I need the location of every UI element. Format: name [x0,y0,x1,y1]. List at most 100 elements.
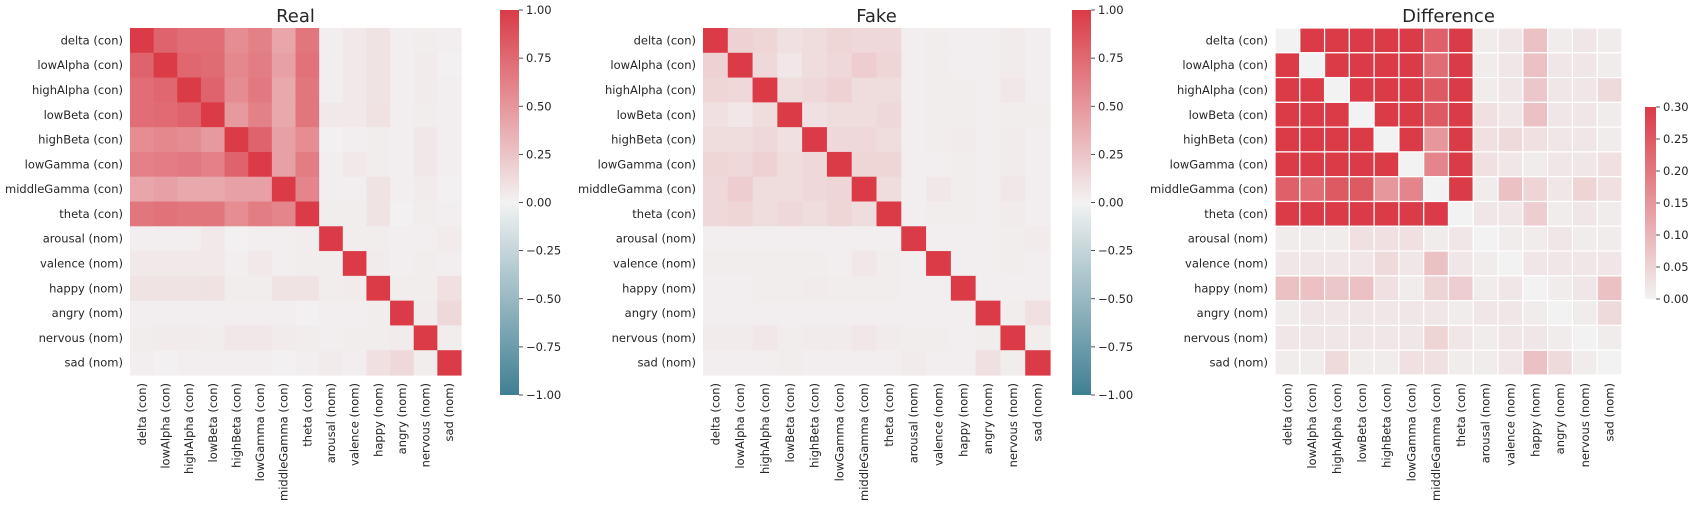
real-cell-4-13 [437,127,462,153]
difference-cell-3-10 [1522,101,1549,128]
fake-y-tick-label: middleGamma (con) [578,182,696,196]
difference-cell-8-6 [1423,225,1450,252]
real-cell-7-2 [177,201,202,227]
real-x-tick-label: sad (nom) [442,383,456,442]
real-cell-9-5 [248,251,273,277]
real-cell-8-3 [200,226,226,252]
real-cell-9-7 [295,251,320,277]
difference-cell-6-5 [1398,176,1425,203]
difference-y-tick-label: highAlpha (con) [1177,83,1268,97]
difference-cell-10-5 [1398,275,1425,302]
real-cell-2-1 [153,77,178,103]
difference-y-tick-label: sad (nom) [1210,356,1269,370]
real-cell-13-8 [319,350,344,376]
difference-cell-3-11 [1547,101,1574,128]
real-cell-0-6 [271,28,297,54]
real-x-tick-label: lowAlpha (con) [158,383,172,469]
fake-cell-9-2 [752,251,778,277]
fake-y-tick-label: highBeta (con) [611,133,696,147]
difference-cell-9-6 [1423,250,1450,277]
difference-y-tick-label: arousal (nom) [1188,232,1268,246]
fake-cell-5-10 [950,151,977,178]
difference-cell-0-1 [1299,27,1326,54]
fake-cell-1-7 [876,52,902,79]
difference-cell-6-8 [1472,176,1499,203]
difference-cell-3-0 [1274,101,1301,128]
real-cell-10-4 [224,275,249,302]
fake-cell-3-3 [777,102,803,128]
real-cell-8-5 [248,226,273,252]
difference-cell-4-11 [1547,126,1574,153]
real-cell-2-2 [177,77,202,103]
real-cell-1-4 [224,52,249,79]
difference-cell-10-7 [1447,275,1474,302]
difference-cell-4-0 [1274,126,1301,153]
difference-y-tick-label: middleGamma (con) [1150,182,1268,196]
difference-x-tick-label: lowGamma (con) [1404,383,1418,481]
difference-cell-1-5 [1398,52,1425,79]
difference-chart-title: Difference [1402,6,1495,27]
fake-cell-1-8 [901,52,927,79]
difference-cell-0-8 [1472,27,1499,54]
real-cell-1-3 [200,52,226,79]
difference-cell-11-7 [1447,300,1474,327]
real-cell-3-10 [366,102,391,128]
real-y-tick-label: valence (nom) [40,256,123,270]
difference-y-tick-label: angry (nom) [1197,306,1268,320]
fake-cell-10-13 [1025,275,1051,302]
difference-colorbar [1645,107,1656,299]
real-cell-4-0 [130,127,155,153]
fake-cell-8-10 [950,226,977,252]
real-cell-2-8 [319,77,344,103]
fake-cell-11-9 [926,300,952,327]
fake-cell-5-0 [703,151,729,178]
real-cell-2-5 [248,77,273,103]
real-cell-13-7 [295,350,320,376]
fake-cell-9-11 [975,251,1002,277]
real-cell-7-1 [153,201,178,227]
fake-x-tick-label: happy (nom) [956,383,970,457]
real-colorbar-tick-label: 0.00 [526,196,552,210]
real-x-tick-label: nervous (nom) [419,383,433,467]
difference-cell-12-2 [1323,324,1350,351]
fake-y-tick-label: happy (nom) [622,281,696,295]
real-cell-9-6 [271,251,297,277]
real-y-tick-label: delta (con) [61,33,123,47]
difference-cell-10-10 [1522,275,1549,302]
difference-cell-11-12 [1571,300,1598,327]
real-cell-13-2 [177,350,202,376]
difference-cell-3-4 [1373,101,1400,128]
difference-cell-7-4 [1373,200,1400,227]
real-cell-7-3 [200,201,226,227]
real-cell-5-11 [390,151,415,178]
fake-cell-8-1 [727,226,754,252]
fake-cell-11-12 [1000,300,1026,327]
difference-cell-11-8 [1472,300,1499,327]
difference-cell-10-2 [1323,275,1350,302]
fake-cell-8-3 [777,226,803,252]
real-cell-11-1 [153,300,178,327]
fake-cell-1-4 [802,52,828,79]
fake-cell-2-5 [826,77,853,103]
real-y-tick-label: highAlpha (con) [32,83,123,97]
fake-cell-3-9 [926,102,952,128]
real-cell-1-7 [295,52,320,79]
fake-cell-13-13 [1025,350,1051,376]
fake-cell-11-4 [802,300,828,327]
fake-heatmap-panel: Fake delta (con) lowAlpha (con) highAlpha (… [578,3,1133,501]
real-y-tick-label: nervous (nom) [39,331,123,345]
difference-cell-13-4 [1373,349,1400,376]
real-cell-13-0 [130,350,155,376]
fake-cell-0-12 [1000,28,1026,54]
fake-cell-0-6 [851,28,878,54]
fake-cell-12-11 [975,325,1002,351]
fake-cell-1-1 [727,52,754,79]
real-cell-6-3 [200,176,226,203]
difference-cell-13-5 [1398,349,1425,376]
difference-cell-1-7 [1447,52,1474,79]
difference-cell-5-7 [1447,151,1474,178]
difference-cell-9-0 [1274,250,1301,277]
real-cell-12-3 [200,325,226,351]
fake-cell-1-0 [703,52,729,79]
real-cell-10-2 [177,275,202,302]
